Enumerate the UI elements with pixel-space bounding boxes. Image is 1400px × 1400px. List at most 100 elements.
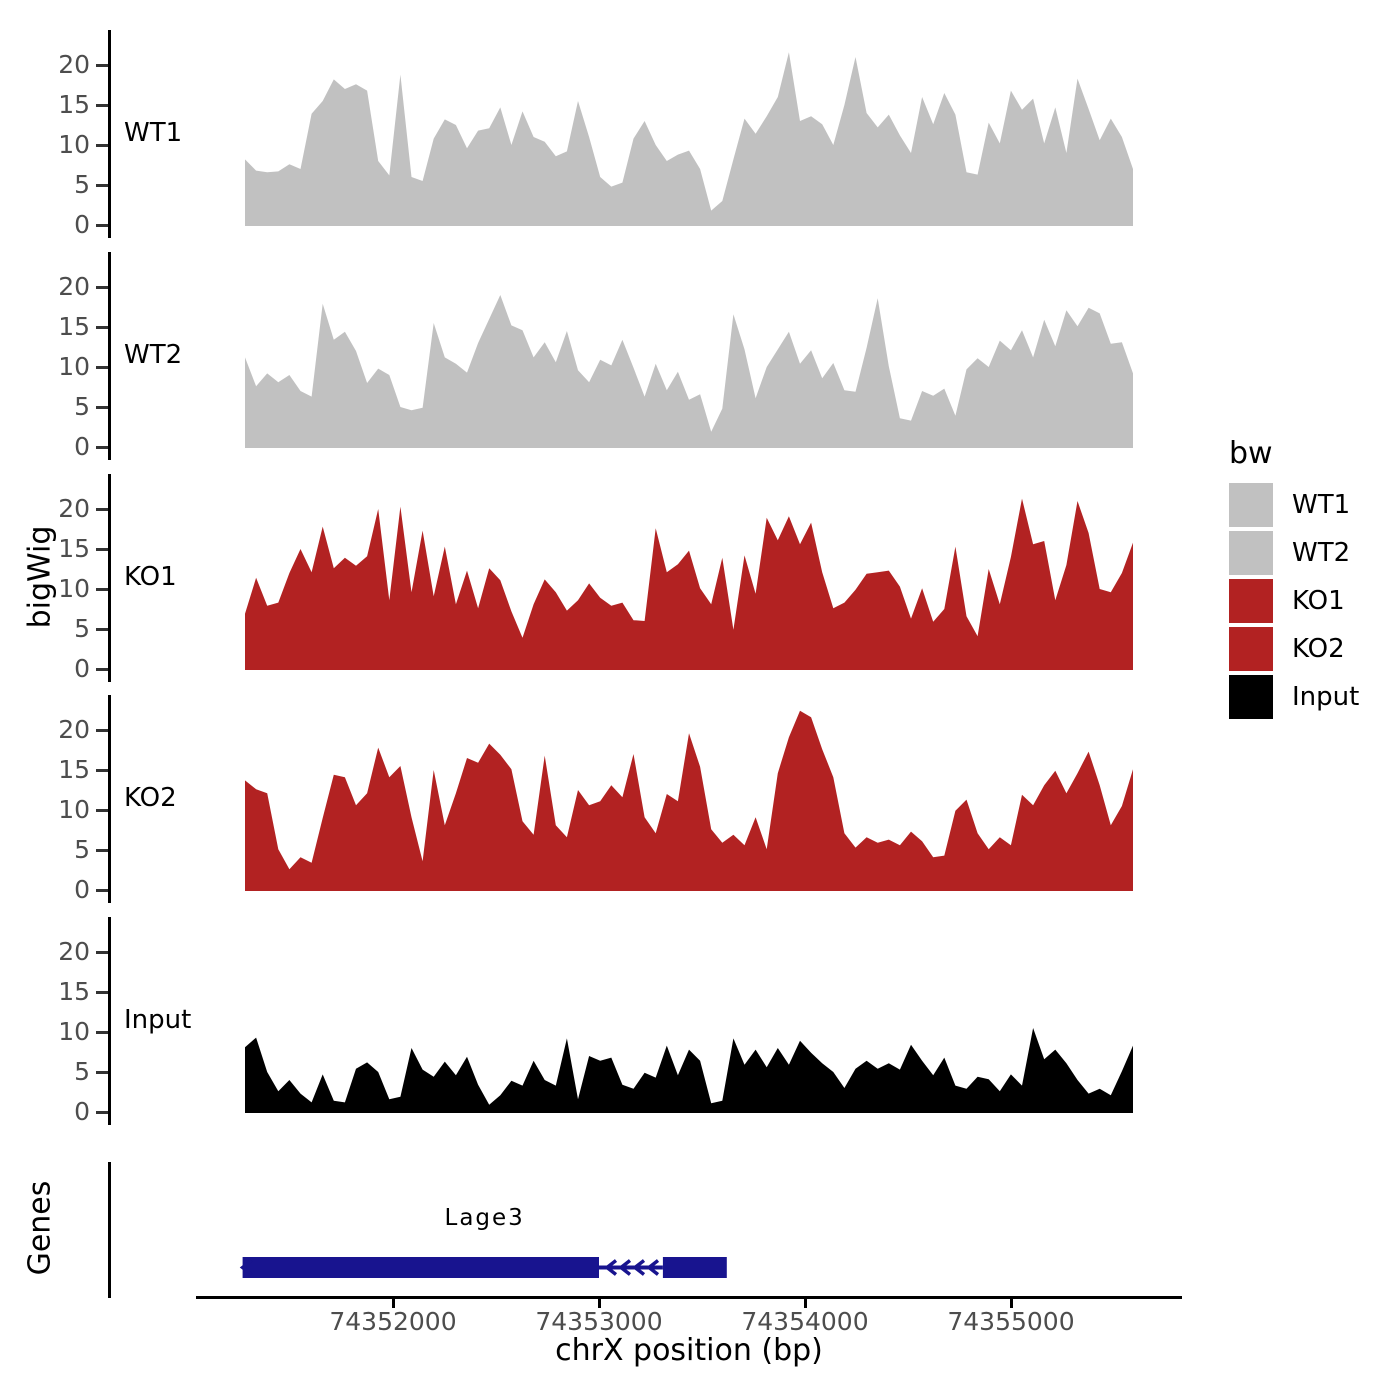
y-tick-mark <box>96 951 108 954</box>
legend-label: WT2 <box>1292 538 1351 568</box>
y-tick-label: 15 <box>58 312 90 341</box>
y-tick-mark <box>96 326 108 329</box>
y-tick-label: 5 <box>74 1057 90 1086</box>
y-axis-line <box>108 695 111 903</box>
y-tick-mark <box>96 1031 108 1034</box>
y-axis-line <box>108 917 111 1125</box>
y-tick-mark <box>96 366 108 369</box>
y-tick-label: 20 <box>58 937 90 966</box>
y-tick-mark <box>96 286 108 289</box>
y-tick-mark <box>96 64 108 67</box>
y-tick-label: 15 <box>58 534 90 563</box>
y-tick-mark <box>96 548 108 551</box>
x-tick-mark <box>597 1299 601 1308</box>
strand-arrow-icon <box>618 1259 632 1276</box>
legend-item-wt1: WT1 <box>1229 483 1359 527</box>
coverage-polygon <box>245 295 1133 448</box>
y-axis-ticks: 0 5 10 15 20 <box>0 30 245 240</box>
y-axis-line <box>108 30 111 238</box>
y-axis-ticks: 0 5 10 15 20 <box>0 474 245 684</box>
track-panel-input: 0 5 10 15 20 Input <box>0 917 1400 1127</box>
track-label: WT2 <box>124 340 183 370</box>
y-tick-label: 10 <box>58 1017 90 1046</box>
track-label: WT1 <box>124 118 183 148</box>
y-tick-label: 20 <box>58 50 90 79</box>
y-tick-label: 10 <box>58 130 90 159</box>
legend-swatch-ko1 <box>1229 579 1273 623</box>
gene-exon <box>662 1257 727 1278</box>
legend-swatch-ko2 <box>1229 627 1273 671</box>
y-tick-label: 10 <box>58 574 90 603</box>
x-axis-line <box>196 1296 1182 1299</box>
gene-model-lage3 <box>239 1257 727 1278</box>
x-tick-label: 74352000 <box>329 1307 457 1336</box>
y-tick-mark <box>96 628 108 631</box>
strand-arrow-icon <box>646 1259 660 1276</box>
legend-swatch-wt1 <box>1229 483 1273 527</box>
coverage-area-wt1 <box>245 52 1133 227</box>
legend: bw WT1 WT2 KO1 KO2 Input <box>1229 436 1359 723</box>
y-tick-label: 10 <box>58 795 90 824</box>
strand-arrow-icon <box>239 1259 253 1276</box>
y-tick-mark <box>96 144 108 147</box>
y-tick-label: 0 <box>74 432 90 461</box>
track-label: KO1 <box>124 562 177 592</box>
genes-panel: Lage3 <box>0 1162 1400 1302</box>
y-tick-mark <box>96 508 108 511</box>
y-tick-mark <box>96 588 108 591</box>
coverage-polygon <box>245 52 1133 227</box>
coverage-polygon <box>245 498 1133 670</box>
y-tick-mark <box>96 406 108 409</box>
coverage-area-input <box>245 1028 1133 1113</box>
y-tick-label: 0 <box>74 1097 90 1126</box>
y-tick-mark <box>96 889 108 892</box>
legend-item-ko2: KO2 <box>1229 627 1359 671</box>
legend-item-input: Input <box>1229 675 1359 719</box>
y-tick-label: 20 <box>58 272 90 301</box>
legend-label: WT1 <box>1292 490 1351 520</box>
track-panel-ko1: 0 5 10 15 20 KO1 <box>0 474 1400 684</box>
gene-name-label: Lage3 <box>444 1205 525 1231</box>
y-tick-label: 15 <box>58 90 90 119</box>
coverage-area-ko2 <box>245 710 1133 891</box>
coverage-polygon <box>245 1028 1133 1113</box>
track-panel-wt2: 0 5 10 15 20 WT2 <box>0 252 1400 462</box>
y-axis-line <box>108 474 111 682</box>
y-tick-mark <box>96 446 108 449</box>
legend-label: Input <box>1292 682 1360 712</box>
x-tick-label: 74354000 <box>741 1307 869 1336</box>
track-label: Input <box>124 1005 192 1035</box>
y-tick-label: 0 <box>74 875 90 904</box>
y-tick-mark <box>96 224 108 227</box>
y-tick-label: 15 <box>58 755 90 784</box>
legend-label: KO2 <box>1292 634 1345 664</box>
coverage-area-ko1 <box>245 498 1133 670</box>
y-tick-label: 0 <box>74 654 90 683</box>
y-axis-ticks: 0 5 10 15 20 <box>0 252 245 462</box>
gene-exon <box>242 1257 599 1278</box>
y-tick-mark <box>96 991 108 994</box>
y-tick-mark <box>96 729 108 732</box>
y-tick-mark <box>96 809 108 812</box>
y-tick-mark <box>96 1071 108 1074</box>
y-tick-mark <box>96 769 108 772</box>
x-tick-mark <box>1009 1299 1013 1308</box>
y-axis-ticks: 0 5 10 15 20 <box>0 695 245 905</box>
y-axis-line <box>108 252 111 460</box>
x-tick-label: 74355000 <box>947 1307 1075 1336</box>
y-tick-label: 20 <box>58 715 90 744</box>
track-label: KO2 <box>124 783 177 813</box>
x-tick-mark <box>391 1299 395 1308</box>
y-tick-mark <box>96 849 108 852</box>
legend-swatch-wt2 <box>1229 531 1273 575</box>
legend-swatch-input <box>1229 675 1273 719</box>
track-panel-ko2: 0 5 10 15 20 KO2 <box>0 695 1400 905</box>
y-tick-mark <box>96 1111 108 1114</box>
y-tick-mark <box>96 668 108 671</box>
genes-axis-line <box>108 1162 111 1298</box>
x-tick-mark <box>803 1299 807 1308</box>
x-axis-title: chrX position (bp) <box>555 1333 823 1368</box>
y-tick-mark <box>96 104 108 107</box>
strand-arrow-icon <box>632 1259 646 1276</box>
